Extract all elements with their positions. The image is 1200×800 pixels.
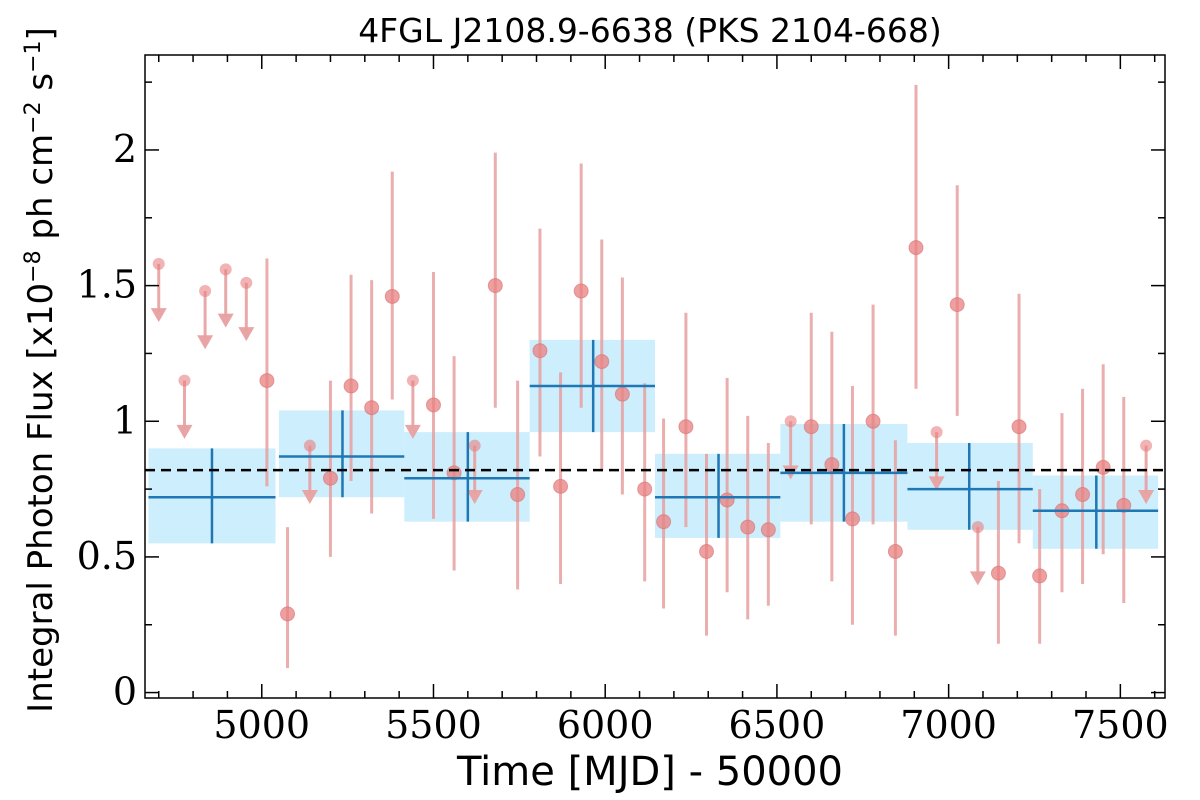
- upper-limit-point: [199, 285, 212, 298]
- monthly-flux-point: [865, 413, 881, 429]
- upper-limit-point: [1140, 439, 1153, 452]
- monthly-flux-point: [510, 487, 526, 503]
- upper-limit-arrow-head: [1138, 489, 1155, 504]
- monthly-flux-point: [487, 278, 503, 294]
- upper-limit-point: [930, 426, 943, 439]
- monthly-flux-point: [887, 543, 903, 559]
- monthly-flux-point: [343, 378, 359, 394]
- monthly-flux-point: [425, 397, 441, 413]
- monthly-flux-point: [656, 514, 672, 530]
- y-axis-label: Integral Photon Flux [x10−8 ph cm−2 s−1]: [21, 27, 62, 713]
- upper-limit-point: [219, 263, 232, 276]
- y-tick-label: 1: [113, 398, 137, 442]
- upper-limit-arrow-head: [466, 489, 483, 504]
- upper-limit-arrow-head: [238, 327, 255, 342]
- upper-limit-arrow-head: [928, 476, 945, 491]
- upper-limit-arrow-head: [404, 424, 421, 439]
- y-tick-label: 2: [113, 127, 137, 171]
- plot-frame: [144, 54, 1166, 699]
- monthly-flux-point: [322, 470, 338, 486]
- monthly-flux-point: [594, 354, 610, 370]
- upper-limit-arrow-head: [197, 335, 214, 350]
- upper-limit-arrow-head: [969, 571, 986, 586]
- x-tick-label: 5000: [213, 703, 310, 747]
- upper-limit-point: [971, 521, 984, 534]
- upper-limit-arrow-head: [301, 489, 318, 504]
- plot-area: 5000 5500 6000 6500 7000 7500 0 0.5 1 1.5 2: [77, 54, 1169, 747]
- upper-limit-point: [784, 415, 797, 428]
- upper-limit-point: [240, 276, 253, 289]
- monthly-flux-point: [844, 511, 860, 527]
- monthly-flux-point: [678, 419, 694, 435]
- monthly-flux-point: [990, 565, 1006, 581]
- monthly-flux-point: [364, 400, 380, 416]
- monthly-flux-point: [699, 543, 715, 559]
- monthly-flux-point: [384, 288, 400, 304]
- upper-limit-point: [178, 374, 191, 387]
- monthly-flux-point: [280, 606, 296, 622]
- upper-limit-point: [406, 374, 419, 387]
- y-tick-label: 1.5: [77, 263, 137, 307]
- upper-limit-arrow-head: [150, 308, 167, 323]
- monthly-flux-point: [573, 283, 589, 299]
- y-tick-label: 0.5: [77, 534, 137, 578]
- monthly-flux-point: [259, 373, 275, 389]
- y-tick-label: 0: [113, 670, 137, 714]
- upper-limit-point: [152, 257, 165, 270]
- monthly-flux-point: [1032, 568, 1048, 584]
- monthly-flux-point: [1116, 497, 1132, 513]
- monthly-flux-point: [1011, 419, 1027, 435]
- monthly-flux-point: [1095, 459, 1111, 475]
- monthly-flux-point: [1075, 487, 1091, 503]
- chart-title: 4FGL J2108.9-6638 (PKS 2104-668): [358, 11, 942, 50]
- monthly-flux-point: [719, 492, 735, 508]
- monthly-flux-point: [553, 478, 569, 494]
- monthly-flux-point: [740, 519, 756, 535]
- x-tick-label: 7500: [1072, 703, 1169, 747]
- monthly-flux-point: [908, 240, 924, 256]
- x-tick-label: 6000: [557, 703, 654, 747]
- monthly-flux-point: [637, 481, 653, 497]
- monthly-flux-point: [614, 386, 630, 402]
- monthly-flux-point: [532, 343, 548, 359]
- x-tick-label: 5500: [385, 703, 482, 747]
- monthly-flux-point: [949, 297, 965, 313]
- upper-limit-arrow-head: [217, 313, 234, 328]
- x-axis-label: Time [MJD] - 50000: [456, 749, 843, 795]
- upper-limit-point: [468, 439, 481, 452]
- upper-limit-point: [303, 439, 316, 452]
- x-tick-label: 6500: [729, 703, 826, 747]
- upper-limit-arrow-head: [176, 424, 193, 439]
- x-tick-label: 7000: [900, 703, 997, 747]
- monthly-flux-point: [760, 522, 776, 538]
- monthly-flux-point: [803, 419, 819, 435]
